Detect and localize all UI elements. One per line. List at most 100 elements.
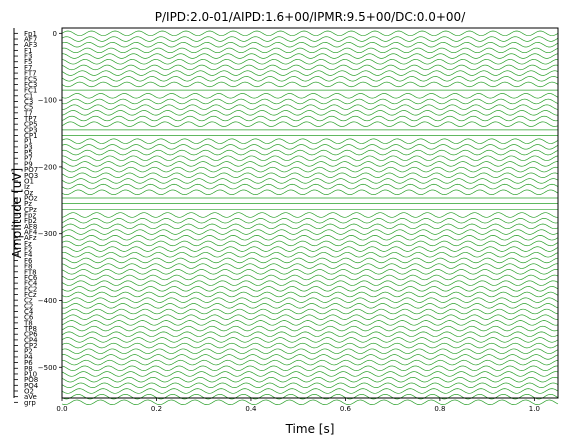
- x-tick-label: 0.8: [434, 405, 445, 413]
- trace-fc4: [61, 280, 559, 286]
- trace-afz: [61, 235, 559, 241]
- channel-label: C1: [24, 92, 33, 100]
- channel-label: Pz: [24, 200, 32, 208]
- trace-af3: [61, 42, 559, 48]
- channel-label: C5: [24, 104, 33, 112]
- channel-label: FC2: [24, 285, 37, 293]
- x-axis-ticks: 0.0 0.2 0.4 0.6 0.8 1.0: [56, 398, 540, 413]
- channel-label: P7: [24, 155, 33, 163]
- channel-label: CP3: [24, 126, 38, 134]
- trace-cp2: [61, 342, 559, 349]
- trace-cp6: [61, 331, 559, 337]
- channel-label: F5: [24, 58, 32, 66]
- trace-c3: [61, 98, 559, 105]
- y-tick-label: −100: [38, 97, 57, 105]
- channel-label: PO4: [24, 382, 39, 390]
- trace-p2: [61, 348, 559, 354]
- trace-tp7: [61, 115, 559, 122]
- trace-c2: [61, 303, 559, 309]
- trace-ave: [61, 393, 559, 400]
- trace-po3: [61, 172, 559, 178]
- channel-label: Cz: [24, 297, 33, 305]
- trace-p4: [61, 354, 559, 360]
- trace-fp1: [61, 30, 559, 37]
- trace-p8: [61, 365, 559, 371]
- channel-label: CP5: [24, 121, 38, 129]
- channel-label: grp: [24, 399, 36, 407]
- trace-fc6: [61, 274, 559, 281]
- x-tick-label: 0.6: [340, 405, 352, 413]
- channel-label: P1: [24, 138, 33, 146]
- channel-label: T7: [23, 109, 33, 117]
- channel-label: F3: [24, 53, 32, 61]
- trace-fpz: [61, 212, 559, 218]
- channel-label: Fp1: [24, 30, 37, 38]
- trace-p10: [61, 371, 559, 377]
- trace-f7: [61, 64, 559, 71]
- channel-label: POz: [24, 194, 38, 202]
- y-axis-label: Amplitude [uV]: [10, 168, 24, 259]
- trace-af8: [61, 223, 559, 230]
- channel-label: Iz: [24, 183, 30, 191]
- trace-p3: [61, 144, 559, 150]
- trace-f6: [61, 257, 559, 264]
- channel-label: AFz: [24, 234, 37, 242]
- channel-label: TP7: [23, 115, 37, 123]
- trace-p6: [61, 359, 559, 366]
- trace-f2: [61, 246, 559, 252]
- channel-label: CP2: [24, 342, 38, 350]
- trace-oz: [61, 189, 559, 195]
- trace-t7: [61, 110, 559, 116]
- channel-label: P3: [24, 143, 33, 151]
- channel-label: FT8: [24, 268, 37, 276]
- channel-label: PO7: [24, 166, 38, 174]
- y-tick-label: 0: [53, 30, 57, 38]
- channel-label: P10: [24, 370, 37, 378]
- trace-cz: [61, 297, 559, 303]
- x-axis-label: Time [s]: [285, 422, 335, 436]
- trace-p5: [61, 149, 559, 156]
- channel-label: P8: [24, 365, 33, 373]
- trace-c4: [61, 308, 559, 315]
- channel-label: FC5: [24, 75, 37, 83]
- channel-label: Oz: [24, 189, 34, 197]
- channel-label: PO8: [24, 376, 38, 384]
- trace-fc5: [61, 76, 559, 82]
- x-tick-label: 0.4: [245, 405, 257, 413]
- channel-label: Fpz: [24, 212, 36, 220]
- channel-labels: Fp1AF7AF3F1F3F5F7FT7FC5FC3FC1C1C3C5T7TP7…: [14, 30, 39, 407]
- channel-label: P4: [24, 353, 33, 361]
- trace-t8: [61, 320, 559, 326]
- channel-label: AF4: [24, 229, 38, 237]
- trace-p7: [61, 155, 559, 161]
- y-tick-label: −300: [38, 230, 57, 238]
- channel-label: Fz: [24, 240, 32, 248]
- channel-label: TP8: [23, 325, 37, 333]
- trace-grp: [61, 399, 559, 406]
- trace-f8: [61, 263, 559, 269]
- trace-cp5: [61, 121, 559, 127]
- trace-f1: [61, 47, 559, 54]
- trace-fc3: [61, 81, 559, 88]
- chart-title: P/IPD:2.0-01/AIPD:1.6+00/IPMR:9.5+00/DC:…: [155, 10, 466, 24]
- plot-frame: [61, 27, 559, 399]
- trace-f5: [61, 59, 559, 65]
- channel-label: AF3: [24, 41, 37, 49]
- trace-po8: [61, 376, 559, 383]
- channel-label: P5: [24, 149, 33, 157]
- channel-label: FC3: [24, 81, 37, 89]
- channel-label: C4: [24, 308, 34, 316]
- channel-label: FC4: [24, 280, 38, 288]
- channel-label: FT7: [24, 70, 37, 78]
- x-tick-label: 0.2: [151, 405, 162, 413]
- trace-f4: [61, 252, 559, 258]
- channel-label: T8: [23, 319, 33, 327]
- trace-c6: [61, 314, 559, 320]
- trace-po7: [61, 166, 559, 173]
- trace-fc2: [61, 286, 559, 292]
- trace-af7: [61, 36, 559, 42]
- trace-af4: [61, 229, 559, 235]
- trace-tp8: [61, 325, 559, 332]
- trace-p9: [61, 161, 559, 167]
